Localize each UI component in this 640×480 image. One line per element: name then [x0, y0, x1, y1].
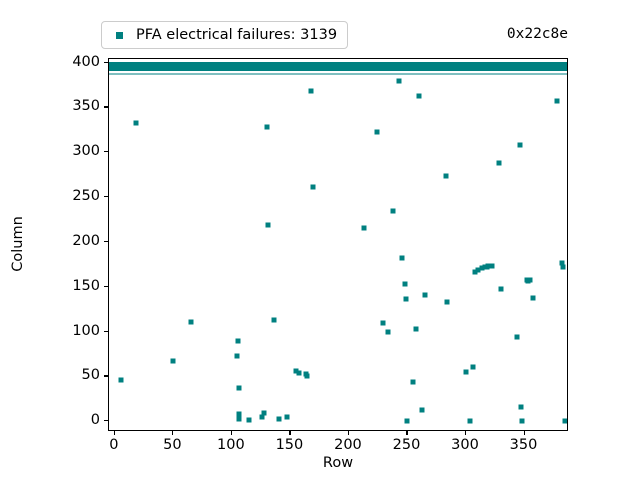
y-axis-tick-label: 300 — [72, 143, 100, 160]
scatter-point — [271, 317, 277, 323]
scatter-point — [514, 334, 520, 340]
y-axis-tick — [104, 420, 108, 422]
y-axis-tick-label: 50 — [81, 367, 100, 384]
scatter-point — [304, 373, 310, 378]
scatter-point — [416, 93, 422, 99]
scatter-point — [390, 208, 396, 214]
scatter-point — [422, 292, 428, 298]
x-axis-tick-label: 150 — [275, 437, 304, 453]
x-axis-tick — [113, 431, 115, 435]
scatter-point — [404, 418, 410, 424]
scatter-point — [396, 78, 402, 84]
scatter-point — [118, 377, 124, 383]
scatter-point — [246, 417, 252, 423]
scatter-point — [498, 286, 504, 292]
scatter-point — [419, 407, 425, 413]
y-axis-label: Column — [10, 216, 26, 272]
scatter-point — [308, 88, 314, 94]
chart-legend: PFA electrical failures: 3139 — [101, 21, 349, 49]
scatter-point — [475, 267, 481, 273]
dense-failure-band-faint — [109, 73, 567, 76]
y-axis-tick — [104, 106, 108, 108]
scatter-point — [188, 319, 194, 325]
legend-item-label: PFA electrical failures: 3139 — [136, 27, 338, 43]
scatter-point — [310, 184, 316, 190]
scatter-point — [296, 370, 302, 376]
y-axis-tick-label: 0 — [90, 412, 100, 429]
scatter-point — [554, 98, 560, 104]
y-axis-tick-label: 200 — [72, 232, 100, 249]
x-axis-tick — [289, 431, 291, 435]
scatter-point — [559, 260, 565, 266]
scatter-point — [519, 418, 525, 424]
y-axis-tick-label: 150 — [72, 277, 100, 294]
x-axis-label: Row — [322, 455, 354, 471]
x-axis-tick-label: 50 — [163, 437, 182, 453]
x-axis-tick — [347, 431, 350, 435]
y-axis-tick — [104, 151, 108, 153]
y-axis-tick — [104, 61, 108, 63]
x-axis-tick-label: 0 — [109, 437, 119, 453]
scatter-point — [410, 379, 416, 385]
y-axis-tick-label: 250 — [72, 188, 100, 205]
y-axis-tick-label: 100 — [72, 322, 100, 339]
scatter-point — [517, 142, 523, 148]
scatter-point — [235, 338, 241, 344]
scatter-point — [236, 416, 242, 422]
scatter-point — [467, 418, 472, 424]
scatter-point — [463, 369, 469, 375]
page-title: 0x22c8e — [506, 26, 568, 42]
x-axis-tick — [230, 431, 232, 435]
y-axis-tick — [104, 375, 108, 377]
y-axis-tick — [104, 196, 108, 198]
x-axis-tick-label: 100 — [217, 437, 245, 453]
scatter-point — [399, 255, 405, 261]
scatter-point — [444, 299, 450, 305]
scatter-point — [264, 124, 270, 130]
scatter-point — [265, 222, 271, 228]
x-axis-tick — [172, 431, 174, 435]
scatter-point — [276, 416, 282, 422]
scatter-point — [374, 129, 380, 135]
x-axis-tick-label: 250 — [392, 437, 421, 453]
plot-area — [108, 58, 568, 431]
y-axis-tick — [104, 330, 108, 332]
scatter-point — [259, 414, 265, 420]
x-axis-tick-label: 350 — [509, 437, 538, 453]
x-axis-tick — [464, 431, 467, 435]
square-marker-icon — [116, 31, 123, 39]
scatter-point — [284, 414, 290, 420]
scatter-point — [530, 295, 536, 300]
y-axis-tick — [104, 285, 108, 287]
y-axis-tick-label: 350 — [72, 98, 100, 115]
scatter-point — [170, 358, 176, 364]
x-axis-tick-label: 200 — [334, 437, 362, 453]
x-axis-tick — [406, 431, 408, 435]
scatter-point — [234, 353, 240, 359]
scatter-point — [489, 263, 495, 269]
scatter-point — [361, 225, 367, 231]
scatter-point — [413, 326, 419, 332]
y-axis-tick — [104, 240, 108, 242]
scatter-point — [518, 404, 524, 410]
scatter-point — [403, 296, 409, 302]
scatter-point — [236, 385, 242, 391]
scatter-point — [380, 320, 386, 326]
x-axis-tick — [523, 431, 525, 435]
scatter-point — [527, 277, 533, 283]
y-axis-tick-label: 400 — [72, 53, 100, 70]
scatter-point — [385, 329, 391, 335]
x-axis-tick-label: 300 — [451, 437, 479, 453]
scatter-point — [443, 173, 449, 179]
scatter-point — [560, 264, 566, 270]
scatter-point — [496, 160, 502, 166]
scatter-point — [470, 364, 476, 370]
scatter-point — [133, 120, 139, 126]
scatter-point — [261, 410, 266, 416]
scatter-point — [562, 418, 567, 424]
scatter-point — [402, 281, 408, 287]
scatter-point — [236, 411, 242, 417]
dense-failure-band — [109, 61, 567, 71]
